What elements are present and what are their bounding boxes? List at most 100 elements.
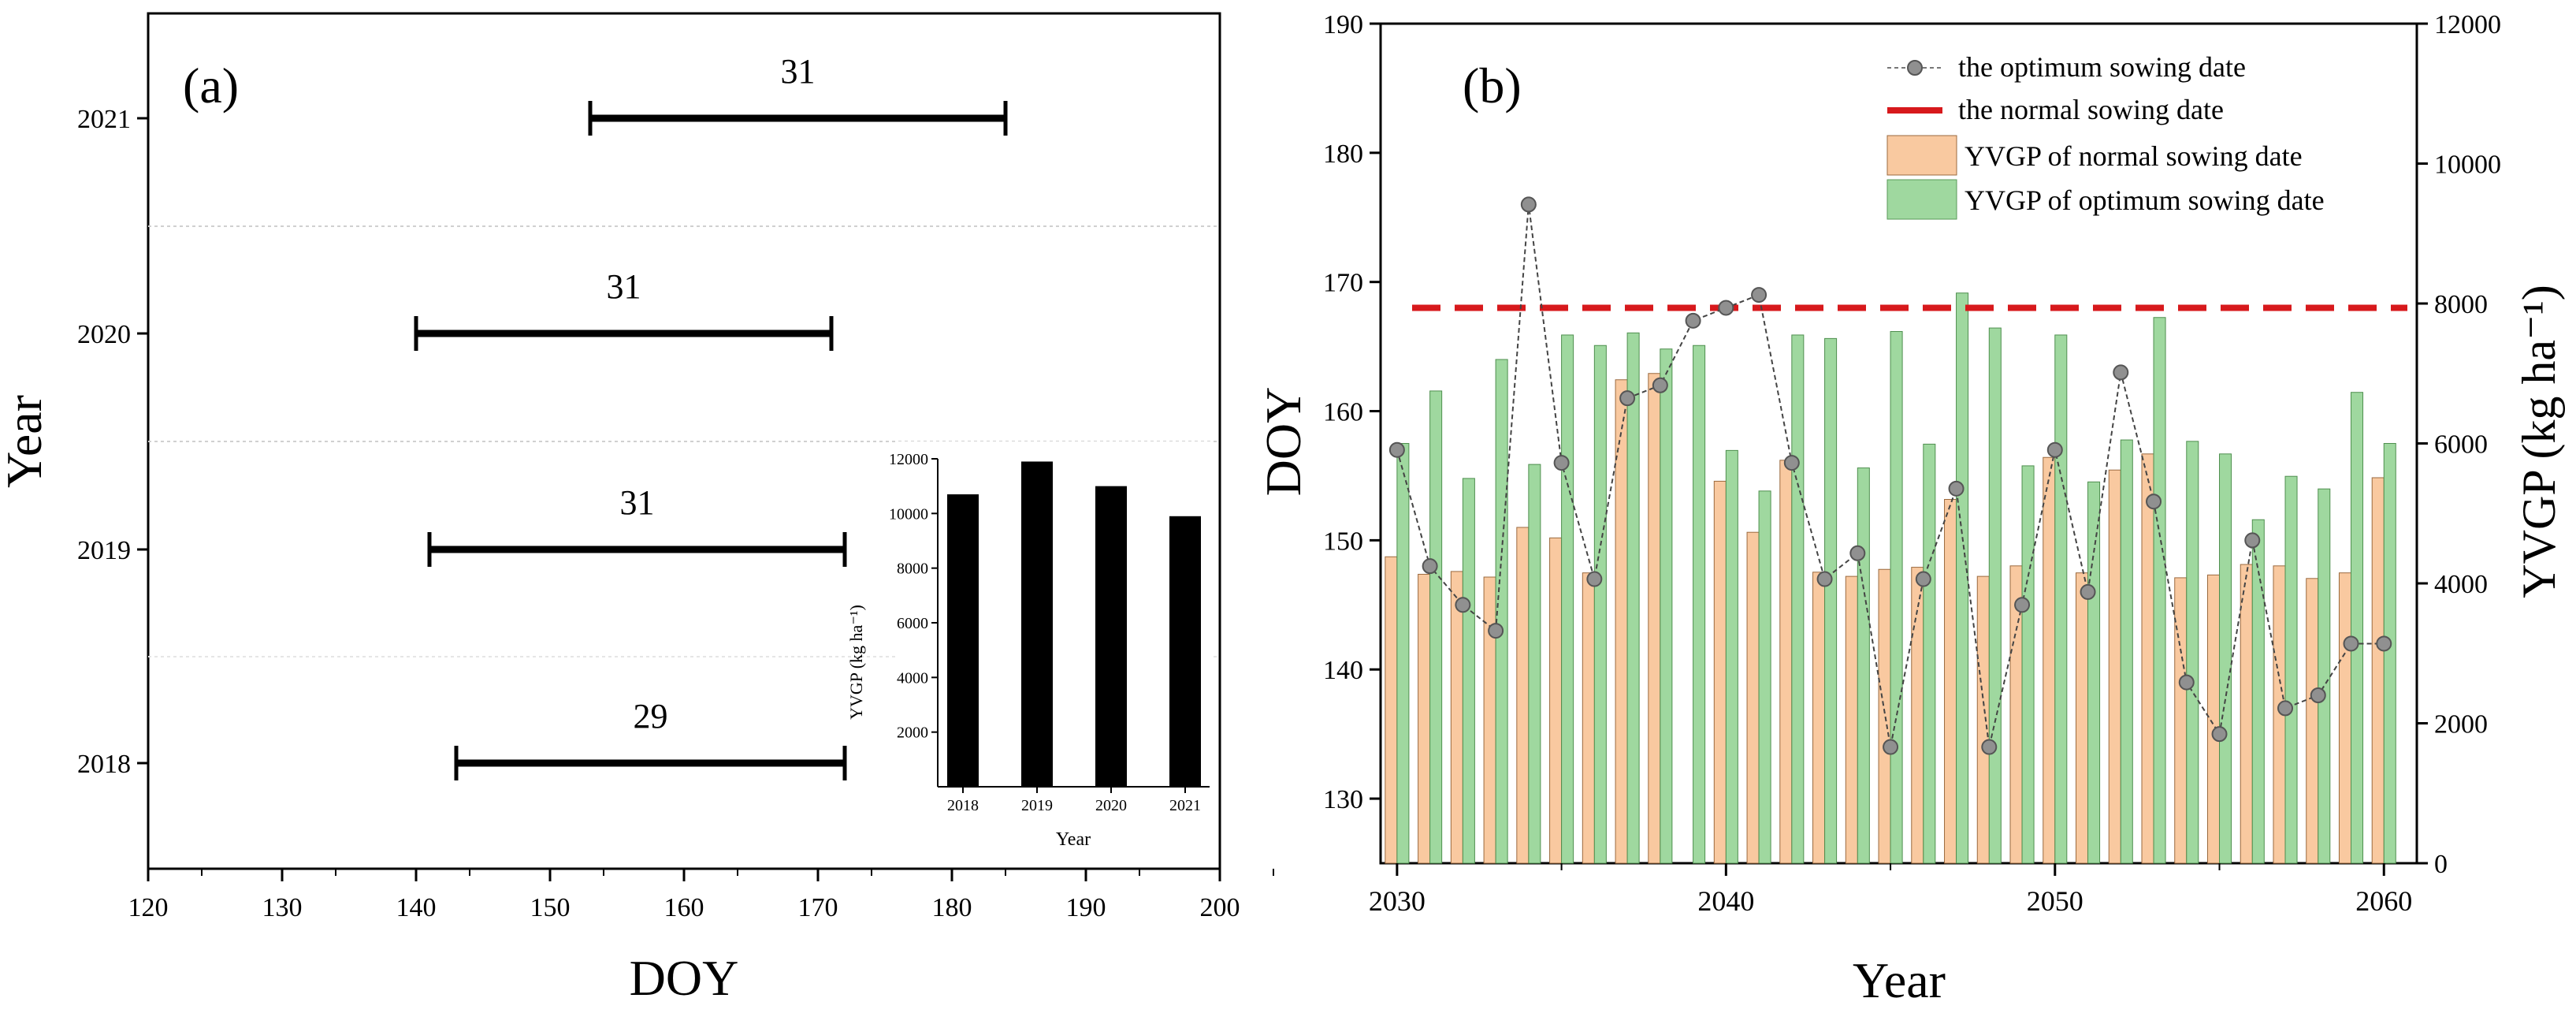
panel-a-y-tick-label: 2020 [77, 320, 131, 349]
inset-y-tick-label: 6000 [897, 615, 928, 632]
panel-b-left-y-tick-label: 170 [1323, 269, 1363, 298]
panel-b-right-y-tick-label: 12000 [2434, 10, 2501, 39]
inset-bar-2018 [947, 494, 979, 787]
panel-b-optimum-points [1388, 196, 2392, 755]
legend-optimum-label: the optimum sowing date [1958, 51, 2246, 83]
bar-normal-2043 [1812, 572, 1826, 864]
optimum-point-2039 [1685, 312, 1701, 329]
bar-normal-2030 [1385, 556, 1398, 864]
optimum-point-2045 [1883, 739, 1899, 755]
inset-x-tick-label: 2019 [1021, 797, 1053, 814]
bar-normal-2047 [1944, 499, 1957, 864]
bar-optimum-2045 [1890, 331, 1903, 864]
panel-b-left-y-tick-label: 150 [1323, 527, 1363, 556]
optimum-point-2044 [1849, 545, 1866, 561]
bar-normal-2048 [1976, 575, 1990, 864]
bar-optimum-2035 [1561, 334, 1574, 864]
panel-b-left-y-tick-label: 190 [1323, 10, 1363, 39]
range-label-2020: 31 [607, 267, 641, 306]
optimum-point-2036 [1586, 571, 1603, 587]
bar-optimum-2041 [1758, 490, 1771, 864]
bar-normal-2034 [1516, 527, 1530, 864]
inset-bar-2019 [1021, 461, 1053, 787]
panel-a-x-tick-label: 190 [1066, 893, 1106, 922]
panel-a-y-axis-title: Year [0, 395, 52, 488]
inset-y-tick-label: 8000 [897, 561, 928, 578]
panel-b-left-y-ticks: 130 140 150 160 170 180 190 [1323, 10, 1381, 814]
legend-yvgp-optimum-swatch [1886, 179, 1957, 220]
panel-b-right-y-axis-title: YVGP (kg ha⁻¹) [2513, 285, 2565, 598]
optimum-point-2059 [2343, 635, 2359, 652]
legend-yvgp-normal-label: YVGP of normal sowing date [1965, 140, 2303, 172]
optimum-point-2037 [1619, 390, 1636, 407]
bar-normal-2032 [1450, 571, 1463, 864]
optimum-point-2043 [1816, 571, 1833, 587]
bar-optimum-2038 [1660, 348, 1673, 864]
bar-optimum-2060 [2383, 443, 2396, 864]
bar-optimum-2049 [2021, 465, 2035, 864]
bar-optimum-2037 [1626, 332, 1640, 864]
bar-normal-2051 [2076, 572, 2089, 864]
inset-y-ticks: 2000 4000 6000 8000 10000 12000 [889, 451, 938, 742]
inset-y-tick-label: 2000 [897, 724, 928, 742]
inset-y-tick-label: 4000 [897, 669, 928, 687]
optimum-point-2040 [1718, 300, 1734, 316]
bar-optimum-2039 [1693, 344, 1706, 864]
optimum-point-2030 [1388, 441, 1405, 458]
bar-optimum-2059 [2351, 392, 2364, 864]
legend-optimum-marker [1907, 60, 1923, 76]
range-label-2018: 29 [634, 697, 668, 736]
optimum-point-2055 [2211, 726, 2228, 743]
panel-b-left-y-tick-label: 160 [1323, 398, 1363, 427]
bar-normal-2059 [2338, 572, 2352, 864]
bar-normal-2045 [1878, 568, 1891, 864]
bar-optimum-2043 [1824, 337, 1838, 864]
bar-optimum-2048 [1988, 327, 2002, 864]
panel-b-legend: the optimum sowing date the normal sowin… [1886, 51, 2325, 220]
panel-b-right-y-tick-label: 0 [2434, 850, 2448, 879]
bar-normal-2038 [1648, 373, 1661, 864]
panel-a-x-axis-title: DOY [630, 950, 739, 1006]
panel-b-right-y-tick-label: 2000 [2434, 710, 2488, 739]
bar-normal-2031 [1418, 573, 1431, 864]
inset-y-tick-label: 12000 [889, 451, 928, 468]
optimum-point-2050 [2046, 441, 2063, 458]
panel-b-right-y-tick-label: 4000 [2434, 570, 2488, 599]
optimum-point-2047 [1948, 480, 1965, 497]
panel-b-label: (b) [1463, 58, 1522, 114]
panel-b-right-y-tick-label: 6000 [2434, 430, 2488, 460]
legend-yvgp-optimum-label: YVGP of optimum sowing date [1965, 184, 2325, 216]
optimum-point-2046 [1915, 571, 1931, 587]
panel-a-y-ticks: 2021 2020 2019 2018 [77, 105, 148, 779]
range-label-2021: 31 [781, 52, 816, 91]
bar-optimum-2033 [1495, 359, 1508, 864]
bar-normal-2033 [1483, 576, 1496, 864]
optimum-point-2057 [2277, 700, 2294, 717]
bar-optimum-2046 [1923, 443, 1936, 864]
inset-x-tick-label: 2021 [1169, 797, 1201, 814]
optimum-point-2058 [2310, 687, 2326, 703]
bar-optimum-2054 [2186, 441, 2199, 864]
bar-normal-2050 [2043, 456, 2056, 864]
panel-b-x-axis-title: Year [1853, 952, 1946, 1008]
optimum-point-2038 [1652, 377, 1668, 393]
bar-normal-2040 [1713, 480, 1727, 864]
bar-optimum-2057 [2284, 475, 2298, 864]
legend-normal-label: the normal sowing date [1958, 94, 2224, 125]
panel-a-y-tick-label: 2019 [77, 536, 131, 565]
optimum-point-2034 [1520, 196, 1537, 213]
bar-normal-2055 [2206, 574, 2221, 864]
bar-optimum-2030 [1396, 443, 1410, 864]
panel-b: 2030 2040 2050 2060 130 140 150 160 170 180 190 0… [1255, 10, 2565, 1008]
optimum-point-2032 [1455, 597, 1471, 613]
bar-normal-2052 [2108, 469, 2121, 864]
inset-bar-2020 [1095, 486, 1127, 787]
bar-optimum-2052 [2120, 439, 2133, 864]
bar-normal-2041 [1746, 531, 1760, 864]
inset-bars [947, 461, 1201, 787]
panel-b-right-y-tick-label: 8000 [2434, 290, 2488, 319]
bar-optimum-2032 [1462, 478, 1475, 864]
bar-optimum-2050 [2054, 334, 2068, 864]
bar-optimum-2047 [1956, 292, 1969, 864]
